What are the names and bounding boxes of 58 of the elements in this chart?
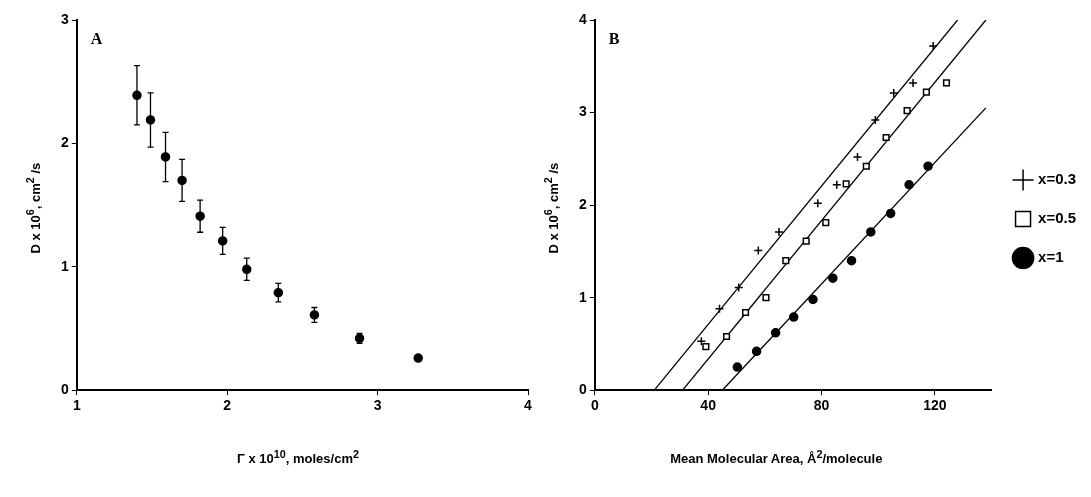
- point: [702, 343, 710, 351]
- point: [762, 294, 770, 302]
- point: [808, 294, 819, 305]
- y-tick-label: 1: [60, 257, 69, 274]
- x-tick-label: 2: [223, 397, 232, 414]
- legend-label: x=0.3: [1038, 170, 1077, 188]
- point: [828, 273, 838, 283]
- point: [802, 237, 811, 245]
- point: [413, 353, 423, 363]
- point: [732, 362, 743, 372]
- point: [782, 257, 790, 265]
- x-tick-label: 0: [591, 397, 600, 414]
- legend-label: x=1: [1038, 248, 1064, 266]
- point: [923, 161, 934, 171]
- point: [847, 255, 857, 266]
- x-tick-label: 40: [700, 397, 717, 414]
- point: [923, 88, 931, 96]
- point: [889, 88, 899, 98]
- point: [723, 332, 731, 341]
- y-tick-label: 3: [60, 10, 69, 27]
- y-tick-label: 2: [579, 195, 588, 212]
- point: [870, 115, 881, 125]
- point: [742, 308, 750, 317]
- point: [696, 336, 707, 346]
- point: [866, 227, 876, 237]
- annotation: A: [90, 30, 103, 48]
- point: [863, 162, 871, 170]
- point: [771, 328, 781, 338]
- x-tick-label: 1: [72, 397, 81, 414]
- y-tick-label: 0: [60, 381, 69, 398]
- y-tick-label: 4: [579, 10, 588, 27]
- y-tick-label: 2: [60, 134, 69, 151]
- y-tick-label: 0: [579, 381, 588, 398]
- point: [789, 312, 799, 322]
- point: [853, 152, 863, 162]
- point: [886, 208, 896, 219]
- point: [943, 79, 951, 87]
- y-tick-label: 1: [579, 288, 588, 305]
- point: [715, 304, 725, 314]
- legend-label: x=0.5: [1038, 209, 1077, 227]
- point: [904, 179, 915, 190]
- x-tick-label: 120: [923, 397, 948, 414]
- point: [882, 133, 890, 142]
- point: [813, 198, 823, 208]
- point: [734, 282, 744, 293]
- point: [842, 180, 851, 188]
- point: [928, 41, 939, 51]
- x-tick-label: 80: [814, 397, 830, 414]
- x-axis-title: Mean Molecular Area, Å$^{2}$/molecule: [669, 448, 884, 467]
- x-axis-title: Γ x 10$^{10}$, moles/cm$^{2}$: [236, 448, 360, 467]
- point: [832, 179, 842, 190]
- point: [903, 107, 911, 115]
- x-tick-label: 3: [373, 397, 382, 414]
- x-tick-label: 4: [524, 397, 533, 414]
- y-tick-label: 3: [579, 103, 588, 120]
- point: [822, 219, 830, 227]
- point: [752, 346, 762, 357]
- annotation: B: [609, 30, 621, 48]
